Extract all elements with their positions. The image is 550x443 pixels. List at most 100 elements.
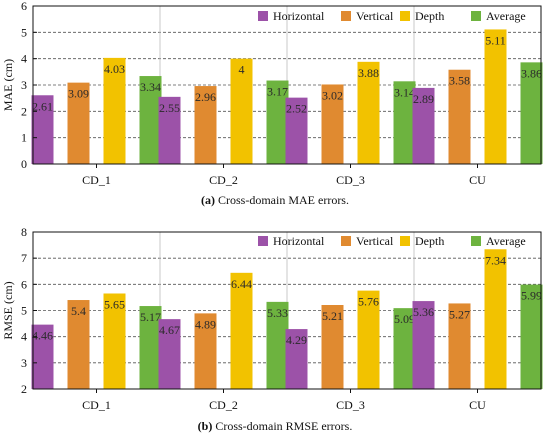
data-label: 3.58 bbox=[449, 74, 470, 88]
legend-label-horizontal: Horizontal bbox=[273, 9, 325, 23]
x-tick-label: CD_1 bbox=[82, 173, 111, 187]
chart-panel-1: 2.61 3.09 4.03 3.34 CD_1 2.55 2.96 4 3.17 CD_2 2.5… bbox=[1, 0, 543, 207]
data-label: 5.09 bbox=[394, 312, 415, 326]
caption-text: Cross-domain RMSE errors. bbox=[212, 419, 352, 433]
data-label: 4.03 bbox=[104, 62, 125, 76]
legend-label-horizontal: Horizontal bbox=[273, 234, 325, 248]
bar-horizontal-cd3 bbox=[285, 329, 308, 389]
bar-average-cd3 bbox=[393, 81, 416, 164]
bar-horizontal-cu bbox=[412, 87, 435, 164]
data-label: 5.17 bbox=[140, 310, 161, 324]
data-label: 3.34 bbox=[140, 80, 161, 94]
data-label: 2.52 bbox=[286, 102, 307, 116]
data-label: 4.89 bbox=[195, 317, 216, 331]
legend-swatch-vertical bbox=[341, 11, 351, 21]
data-label: 4 bbox=[239, 63, 245, 77]
bar-horizontal-cd2 bbox=[158, 96, 181, 164]
data-label: 2.55 bbox=[159, 101, 180, 115]
x-tick-label: CU bbox=[469, 398, 486, 412]
bar-depth-cu bbox=[484, 29, 507, 165]
legend-label-vertical: Vertical bbox=[356, 9, 394, 23]
y-tick-label: 2 bbox=[21, 382, 27, 396]
bar-vertical-cu bbox=[448, 69, 471, 164]
bar-average-cu bbox=[520, 284, 543, 389]
legend: Horizontal Vertical Depth Average bbox=[258, 9, 526, 23]
data-label: 3.88 bbox=[358, 66, 379, 80]
bar-horizontal-cd3 bbox=[285, 97, 308, 164]
data-label: 5.27 bbox=[449, 307, 470, 321]
y-tick-label: 5 bbox=[21, 304, 27, 318]
bar-horizontal-cd2 bbox=[158, 319, 181, 389]
data-label: 3.14 bbox=[394, 85, 415, 99]
y-axis-label: MAE (cm) bbox=[1, 59, 15, 111]
legend: Horizontal Vertical Depth Average bbox=[258, 234, 526, 248]
bar-depth-cd2 bbox=[230, 58, 253, 164]
data-label: 2.89 bbox=[413, 92, 434, 106]
x-tick-label: CD_2 bbox=[209, 173, 238, 187]
y-tick-label: 3 bbox=[21, 78, 27, 92]
legend-label-average: Average bbox=[486, 9, 526, 23]
legend-label-depth: Depth bbox=[415, 9, 444, 23]
x-tick-label: CD_2 bbox=[209, 398, 238, 412]
caption: (b) Cross-domain RMSE errors. bbox=[198, 419, 353, 433]
bar-vertical-cd3 bbox=[321, 305, 344, 389]
data-label: 4.46 bbox=[32, 329, 53, 343]
y-tick-label: 0 bbox=[21, 157, 27, 171]
bar-vertical-cd3 bbox=[321, 84, 344, 164]
legend-swatch-average bbox=[471, 11, 481, 21]
data-label: 5.4 bbox=[71, 304, 86, 318]
bar-horizontal-cd1 bbox=[31, 324, 54, 389]
caption-label: (b) bbox=[198, 419, 213, 433]
bar-vertical-cd1 bbox=[67, 82, 90, 164]
legend-swatch-average bbox=[471, 236, 481, 246]
data-label: 5.36 bbox=[413, 305, 434, 319]
y-tick-label: 8 bbox=[21, 225, 27, 239]
bar-vertical-cd2 bbox=[194, 86, 217, 164]
data-label: 5.99 bbox=[521, 289, 542, 303]
bar-depth-cd1 bbox=[103, 293, 126, 389]
y-tick-label: 1 bbox=[21, 131, 27, 145]
bar-average-cd1 bbox=[139, 76, 162, 164]
bar-horizontal-cd1 bbox=[31, 95, 54, 164]
data-label: 4.29 bbox=[286, 333, 307, 347]
plot-frame bbox=[32, 5, 542, 165]
data-label: 3.17 bbox=[267, 85, 288, 99]
x-tick-label: CD_1 bbox=[82, 398, 111, 412]
bar-vertical-cd2 bbox=[194, 313, 217, 389]
caption-text: Cross-domain MAE errors. bbox=[215, 193, 349, 207]
bar-vertical-cd1 bbox=[67, 300, 90, 389]
y-tick-label: 6 bbox=[21, 0, 27, 13]
bar-depth-cd1 bbox=[103, 57, 126, 165]
legend-swatch-horizontal bbox=[258, 11, 268, 21]
legend-swatch-depth bbox=[400, 11, 410, 21]
plot-frame bbox=[32, 231, 542, 390]
data-label: 3.86 bbox=[521, 66, 542, 80]
x-tick-label: CD_3 bbox=[336, 398, 365, 412]
x-tick-label: CD_3 bbox=[336, 173, 365, 187]
bar-average-cd3 bbox=[393, 308, 416, 389]
bar-depth-cd2 bbox=[230, 272, 253, 389]
legend-label-average: Average bbox=[486, 234, 526, 248]
y-tick-label: 5 bbox=[21, 25, 27, 39]
data-label: 5.65 bbox=[104, 297, 125, 311]
bar-depth-cd3 bbox=[357, 61, 380, 164]
data-label: 5.33 bbox=[267, 306, 288, 320]
bar-horizontal-cu bbox=[412, 301, 435, 389]
data-label: 7.34 bbox=[485, 253, 506, 267]
bar-average-cd1 bbox=[139, 306, 162, 389]
data-label: 5.11 bbox=[485, 33, 506, 47]
data-label: 2.96 bbox=[195, 90, 216, 104]
y-axis-label: RMSE (cm) bbox=[1, 281, 15, 339]
bar-average-cd2 bbox=[266, 301, 289, 389]
data-label: 5.76 bbox=[358, 295, 379, 309]
bar-depth-cu bbox=[484, 249, 507, 389]
chart-panel-2: 4.46 5.4 5.65 5.17 CD_1 4.67 4.89 6.44 5.33 CD_2 4… bbox=[1, 225, 543, 433]
data-label: 4.67 bbox=[159, 323, 180, 337]
legend-swatch-depth bbox=[400, 236, 410, 246]
legend-label-depth: Depth bbox=[415, 234, 444, 248]
y-tick-label: 4 bbox=[21, 330, 27, 344]
y-tick-label: 2 bbox=[21, 104, 27, 118]
x-tick-label: CU bbox=[469, 173, 486, 187]
